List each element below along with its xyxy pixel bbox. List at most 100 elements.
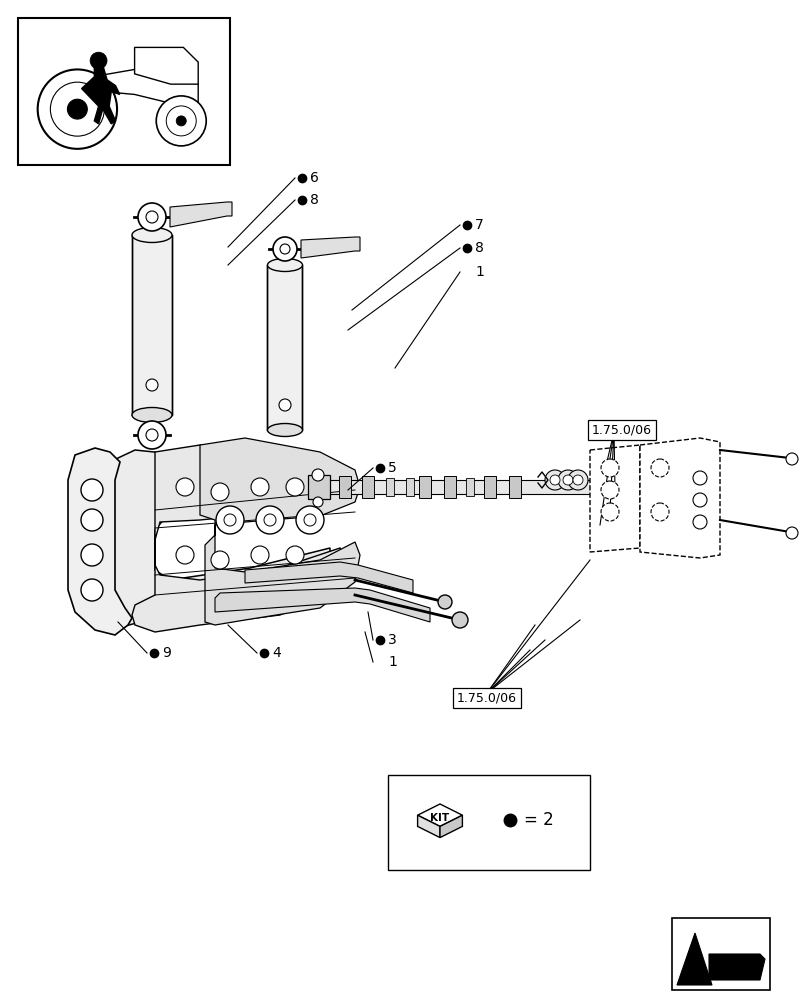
Circle shape (650, 459, 668, 477)
Bar (466, 478, 474, 496)
Circle shape (176, 478, 194, 496)
Text: KIT: KIT (430, 813, 449, 823)
Polygon shape (708, 954, 764, 980)
Text: = 2: = 2 (523, 811, 553, 829)
Polygon shape (676, 933, 711, 985)
Circle shape (692, 493, 706, 507)
Circle shape (573, 475, 582, 485)
Circle shape (176, 546, 194, 564)
Circle shape (279, 399, 290, 411)
Circle shape (785, 453, 797, 465)
Text: 1.75.0/06: 1.75.0/06 (591, 424, 651, 436)
Circle shape (211, 551, 229, 569)
Circle shape (146, 211, 158, 223)
Circle shape (211, 483, 229, 501)
Polygon shape (440, 815, 461, 838)
Circle shape (146, 379, 158, 391)
Circle shape (692, 515, 706, 529)
Bar (338, 476, 350, 498)
Text: 9: 9 (162, 646, 170, 660)
Circle shape (437, 595, 452, 609)
Text: 8: 8 (310, 193, 319, 207)
Bar (267, 265, 303, 430)
Circle shape (81, 509, 103, 531)
Bar (18, 18, 230, 165)
Circle shape (251, 478, 268, 496)
Circle shape (285, 478, 303, 496)
Circle shape (216, 506, 243, 534)
Circle shape (146, 429, 158, 441)
Text: 6: 6 (310, 171, 319, 185)
Circle shape (138, 203, 165, 231)
Bar (418, 476, 431, 498)
Polygon shape (417, 815, 440, 838)
Circle shape (67, 99, 87, 119)
Circle shape (285, 546, 303, 564)
Bar (508, 476, 521, 498)
Ellipse shape (132, 228, 172, 242)
Polygon shape (135, 47, 198, 84)
Ellipse shape (267, 258, 303, 271)
Circle shape (303, 514, 315, 526)
Polygon shape (81, 65, 119, 124)
Circle shape (138, 421, 165, 449)
Ellipse shape (267, 424, 303, 436)
Circle shape (90, 52, 107, 69)
Bar (307, 475, 329, 499)
Circle shape (785, 527, 797, 539)
Circle shape (166, 106, 196, 136)
Bar (444, 476, 456, 498)
Polygon shape (68, 448, 132, 635)
Polygon shape (169, 202, 232, 227)
Polygon shape (245, 562, 413, 593)
Polygon shape (92, 69, 198, 103)
Circle shape (568, 470, 587, 490)
Polygon shape (132, 445, 345, 632)
Circle shape (81, 579, 103, 601)
Polygon shape (590, 445, 639, 552)
Circle shape (272, 237, 297, 261)
Circle shape (544, 470, 564, 490)
Circle shape (251, 546, 268, 564)
Bar (483, 476, 496, 498)
Circle shape (255, 506, 284, 534)
Circle shape (156, 96, 206, 146)
Ellipse shape (132, 408, 172, 422)
Text: 4: 4 (272, 646, 281, 660)
Polygon shape (105, 450, 329, 628)
Circle shape (600, 481, 618, 499)
Text: 1.75.0/06: 1.75.0/06 (457, 692, 517, 704)
Polygon shape (417, 804, 461, 826)
Bar (132, 235, 172, 415)
Polygon shape (215, 588, 430, 622)
Circle shape (312, 497, 323, 507)
Polygon shape (639, 438, 719, 558)
Circle shape (224, 514, 236, 526)
Bar (362, 476, 374, 498)
Circle shape (280, 244, 290, 254)
Text: 3: 3 (388, 633, 397, 647)
Circle shape (452, 612, 467, 628)
Circle shape (50, 82, 105, 136)
Bar (310, 480, 590, 494)
Circle shape (296, 506, 324, 534)
Text: 1: 1 (388, 655, 397, 669)
Circle shape (264, 514, 276, 526)
Text: 1: 1 (474, 265, 483, 279)
Circle shape (600, 503, 618, 521)
Text: 7: 7 (474, 218, 483, 232)
Bar (672, 918, 769, 990)
Circle shape (600, 459, 618, 477)
Circle shape (311, 469, 324, 481)
Text: 8: 8 (474, 241, 483, 255)
Bar (406, 478, 414, 496)
Polygon shape (200, 438, 359, 625)
Circle shape (81, 544, 103, 566)
Text: 5: 5 (388, 461, 397, 475)
Circle shape (692, 471, 706, 485)
Bar (385, 478, 393, 496)
Polygon shape (301, 237, 359, 258)
Circle shape (557, 470, 577, 490)
Circle shape (81, 479, 103, 501)
Circle shape (176, 116, 186, 126)
